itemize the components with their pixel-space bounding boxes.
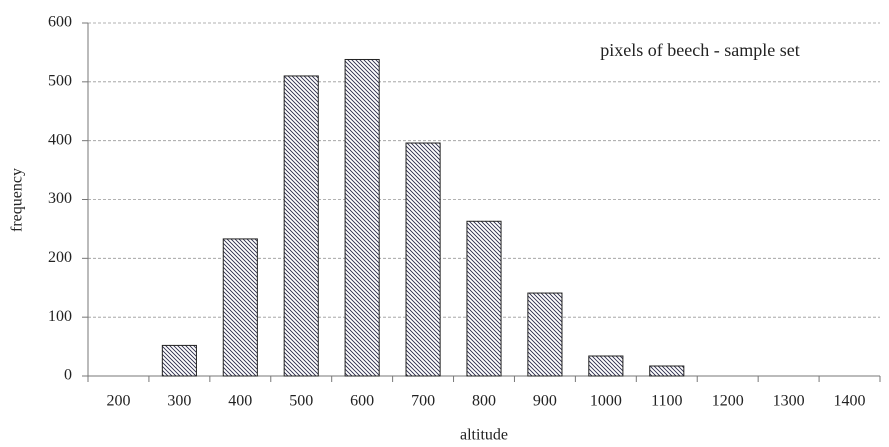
x-tick-label: 1400 (834, 393, 866, 410)
y-tick-label: 0 (64, 367, 72, 384)
x-tick-label: 400 (228, 393, 252, 410)
x-tick-label: 200 (106, 393, 130, 410)
y-axis-label: frequency (9, 168, 26, 232)
x-tick-label: 1100 (651, 393, 682, 410)
bar (527, 292, 563, 377)
x-tick-label: 1200 (712, 393, 744, 410)
bar (283, 75, 319, 377)
bar (649, 365, 685, 377)
x-tick-label: 300 (167, 393, 191, 410)
x-tick-label: 1000 (590, 393, 622, 410)
y-tick-label: 100 (48, 308, 72, 325)
y-tick-label: 500 (48, 73, 72, 90)
y-tick-label: 600 (48, 14, 72, 31)
bar (466, 220, 502, 377)
x-tick-label: 800 (472, 393, 496, 410)
bar (344, 58, 380, 377)
bar (405, 142, 441, 377)
x-axis-label: altitude (460, 427, 508, 444)
x-tick-label: 1300 (773, 393, 805, 410)
y-tick-label: 300 (48, 190, 72, 207)
y-tick-label: 400 (48, 131, 72, 148)
annotation: pixels of beech - sample set (600, 40, 799, 60)
y-tick-label: 200 (48, 249, 72, 266)
bar (588, 355, 624, 377)
bar (161, 344, 197, 377)
x-tick-label: 600 (350, 393, 374, 410)
x-tick-label: 900 (533, 393, 557, 410)
x-tick-label: 700 (411, 393, 435, 410)
bar (222, 238, 258, 377)
x-tick-label: 500 (289, 393, 313, 410)
